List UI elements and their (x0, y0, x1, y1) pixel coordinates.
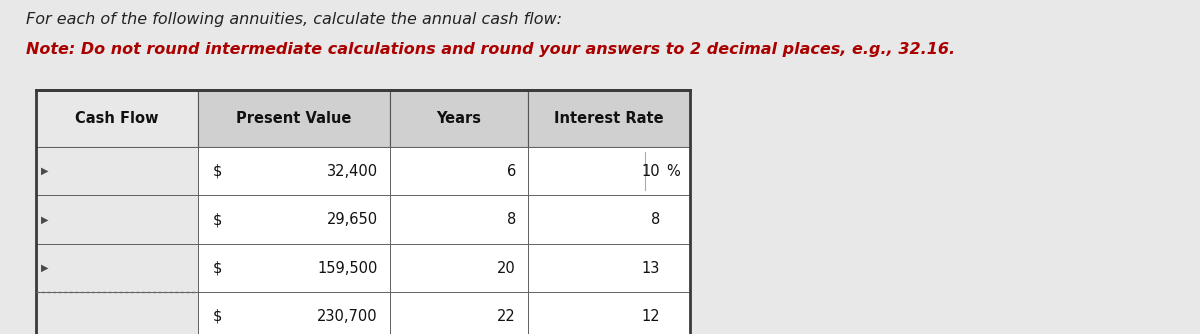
Text: 29,650: 29,650 (326, 212, 378, 227)
Bar (390, 195, 528, 244)
Text: 159,500: 159,500 (318, 261, 378, 276)
Bar (528, 244, 690, 292)
Text: 32,400: 32,400 (326, 164, 378, 179)
Bar (198, 244, 390, 292)
Text: Years: Years (437, 111, 481, 126)
Bar (198, 90, 390, 147)
Text: Note: Do not round intermediate calculations and round your answers to 2 decimal: Note: Do not round intermediate calculat… (26, 42, 955, 57)
Text: $: $ (212, 212, 222, 227)
Bar (198, 195, 390, 244)
Bar (390, 147, 528, 195)
Text: 10: 10 (641, 164, 660, 179)
Bar (36, 90, 690, 334)
Bar (36, 147, 198, 195)
Text: 230,700: 230,700 (317, 309, 378, 324)
Text: Interest Rate: Interest Rate (554, 111, 664, 126)
Text: 8: 8 (506, 212, 516, 227)
Bar (198, 292, 390, 334)
Text: Present Value: Present Value (236, 111, 352, 126)
Text: 6: 6 (506, 164, 516, 179)
Bar (528, 90, 690, 147)
Bar (390, 292, 528, 334)
Text: 22: 22 (497, 309, 516, 324)
Text: ▶: ▶ (41, 215, 48, 224)
Text: $: $ (212, 261, 222, 276)
Bar (36, 90, 198, 147)
Bar (36, 292, 198, 334)
Text: 12: 12 (641, 309, 660, 324)
Bar (198, 147, 390, 195)
Text: 8: 8 (650, 212, 660, 227)
Bar (390, 244, 528, 292)
Text: $: $ (212, 164, 222, 179)
Text: ▶: ▶ (41, 263, 48, 273)
Bar (36, 195, 198, 244)
Text: $: $ (212, 309, 222, 324)
Bar (528, 195, 690, 244)
Text: %: % (667, 164, 680, 179)
Text: Cash Flow: Cash Flow (76, 111, 158, 126)
Bar (528, 147, 690, 195)
Text: 13: 13 (642, 261, 660, 276)
Bar (528, 292, 690, 334)
Bar (390, 90, 528, 147)
Text: For each of the following annuities, calculate the annual cash flow:: For each of the following annuities, cal… (26, 12, 563, 27)
Text: 20: 20 (497, 261, 516, 276)
Bar (36, 244, 198, 292)
Text: ▶: ▶ (41, 166, 48, 176)
